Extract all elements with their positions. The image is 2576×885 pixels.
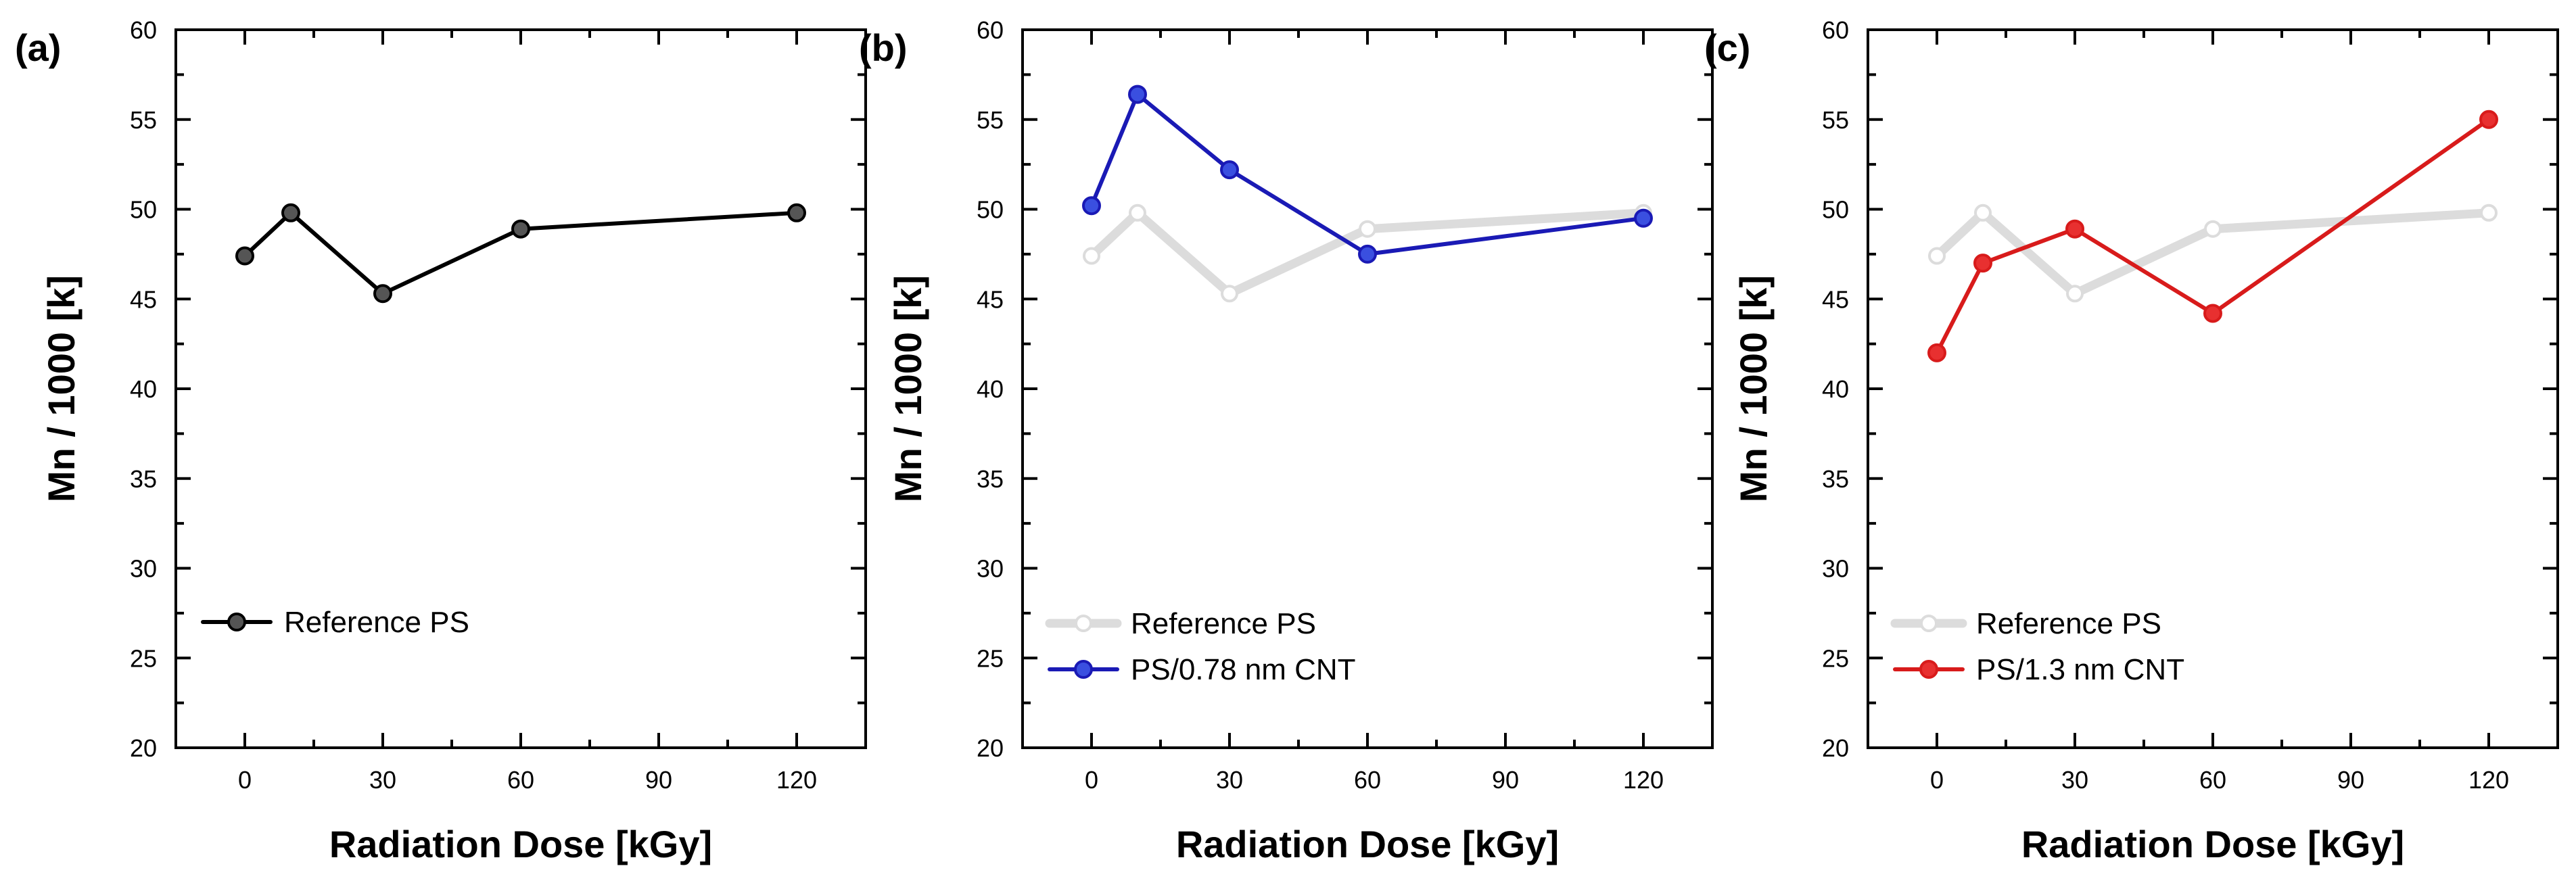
data-point — [511, 219, 530, 239]
y-tick-label: 55 — [977, 106, 1004, 134]
data-point — [1082, 196, 1101, 216]
y-tick-label: 40 — [977, 375, 1004, 403]
series-2 — [1927, 110, 2498, 362]
legend-label: Reference PS — [284, 606, 469, 639]
data-point — [2066, 285, 2084, 303]
y-tick-label: 60 — [130, 16, 157, 44]
data-point — [1128, 85, 1147, 104]
x-axis-title: Radiation Dose [kGy] — [329, 823, 712, 865]
x-tick-label: 90 — [1492, 766, 1519, 794]
panel-label: (b) — [859, 26, 908, 69]
chart-panel-2: (b) 20 25 30 35 40 45 50 55 60 0 30 60 90 120 Radiation… — [859, 16, 1714, 865]
y-tick-label: 45 — [977, 285, 1004, 313]
data-point — [1083, 247, 1100, 265]
data-point — [1220, 160, 1239, 180]
y-axis-title: Mn / 1000 [k] — [1732, 275, 1775, 502]
legend: Reference PS — [201, 606, 469, 639]
x-tick-label: 120 — [1623, 766, 1664, 794]
legend-marker — [1075, 615, 1092, 632]
data-point — [1928, 247, 1946, 265]
y-axis-title: Mn / 1000 [k] — [887, 275, 929, 502]
panel-label: (c) — [1704, 26, 1750, 69]
series-2 — [1082, 85, 1653, 264]
plot-frame — [174, 28, 867, 749]
y-tick-label: 60 — [1822, 16, 1849, 44]
series-1 — [235, 203, 806, 304]
y-tick-label: 30 — [977, 555, 1004, 583]
y-tick-label: 40 — [130, 375, 157, 403]
legend-label: Reference PS — [1131, 607, 1316, 640]
y-tick-label: 20 — [130, 734, 157, 762]
panel-label: (a) — [15, 26, 61, 69]
legend-label: Reference PS — [1976, 607, 2161, 640]
x-axis-title: Radiation Dose [kGy] — [1176, 823, 1559, 865]
y-axis-title: Mn / 1000 [k] — [40, 275, 83, 502]
x-tick-label: 120 — [776, 766, 817, 794]
x-tick-label: 0 — [1085, 766, 1098, 794]
data-point — [1359, 220, 1376, 238]
series-1 — [1928, 204, 2498, 303]
legend-marker — [227, 613, 246, 631]
x-tick-label: 0 — [1930, 766, 1944, 794]
y-tick-label: 25 — [130, 644, 157, 672]
data-point — [1129, 204, 1146, 222]
legend: Reference PS PS/1.3 nm CNT — [1890, 607, 2184, 686]
data-point — [2479, 110, 2498, 129]
y-tick-label: 25 — [977, 644, 1004, 672]
x-tick-label: 30 — [2061, 766, 2088, 794]
y-tick-label: 30 — [130, 555, 157, 583]
y-tick-label: 45 — [1822, 285, 1849, 313]
legend: Reference PS PS/0.78 nm CNT — [1045, 607, 1356, 686]
data-point — [373, 284, 392, 304]
y-tick-label: 50 — [1822, 196, 1849, 224]
y-tick-label: 35 — [1822, 465, 1849, 493]
legend-label: PS/0.78 nm CNT — [1131, 653, 1356, 686]
data-point — [1358, 244, 1377, 264]
data-point — [2204, 220, 2222, 238]
y-tick-label: 35 — [977, 465, 1004, 493]
y-tick-label: 50 — [977, 196, 1004, 224]
legend-marker — [1919, 660, 1938, 679]
y-tick-label: 45 — [130, 285, 157, 313]
y-tick-label: 60 — [977, 16, 1004, 44]
plot-frame — [1867, 28, 2559, 749]
plot-frame — [1021, 28, 1714, 749]
x-tick-label: 120 — [2468, 766, 2509, 794]
y-tick-label: 30 — [1822, 555, 1849, 583]
chart-panel-1: (a) 20 25 30 35 40 45 50 55 60 0 30 60 90 120 Radiation… — [15, 16, 867, 865]
x-tick-label: 90 — [645, 766, 672, 794]
data-point — [1221, 285, 1238, 303]
data-point — [235, 246, 254, 266]
x-tick-label: 30 — [369, 766, 396, 794]
y-tick-label: 25 — [1822, 644, 1849, 672]
y-tick-label: 40 — [1822, 375, 1849, 403]
x-tick-label: 60 — [1354, 766, 1381, 794]
legend-marker — [1920, 615, 1938, 632]
x-axis-title: Radiation Dose [kGy] — [2021, 823, 2404, 865]
y-tick-label: 20 — [977, 734, 1004, 762]
data-point — [787, 203, 806, 222]
y-tick-label: 50 — [130, 196, 157, 224]
data-point — [281, 203, 300, 222]
data-point — [1974, 204, 1992, 222]
x-tick-label: 0 — [238, 766, 252, 794]
legend-label: PS/1.3 nm CNT — [1976, 653, 2184, 686]
x-tick-label: 30 — [1216, 766, 1243, 794]
y-tick-label: 55 — [130, 106, 157, 134]
x-tick-label: 60 — [507, 766, 534, 794]
legend-marker — [1074, 660, 1093, 679]
data-point — [2480, 204, 2498, 222]
data-point — [2203, 304, 2222, 323]
data-point — [1927, 343, 1946, 362]
data-point — [2065, 219, 2084, 239]
x-tick-label: 90 — [2337, 766, 2364, 794]
y-tick-label: 55 — [1822, 106, 1849, 134]
x-tick-label: 60 — [2199, 766, 2226, 794]
y-tick-label: 20 — [1822, 734, 1849, 762]
data-point — [1973, 254, 1992, 273]
data-point — [1634, 208, 1653, 228]
y-tick-label: 35 — [130, 465, 157, 493]
chart-panel-3: (c) 20 25 30 35 40 45 50 55 60 0 30 60 90 120 Radiation… — [1704, 16, 2559, 865]
